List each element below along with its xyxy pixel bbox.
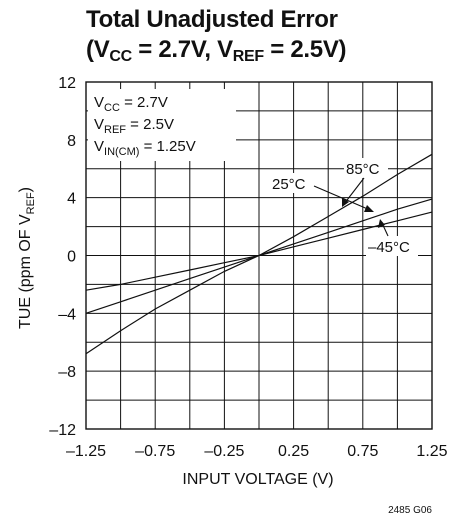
title-sub-ref: REF	[232, 48, 264, 65]
x-tick-label: 1.25	[416, 443, 447, 460]
condition-vin-cm: VIN(CM) = 1.25V	[94, 138, 196, 158]
label-85c-bg	[344, 158, 388, 178]
x-tick-label: –1.25	[66, 443, 106, 460]
title-close: = 2.5V)	[263, 36, 347, 63]
plot-frame	[85, 81, 433, 430]
x-axis-label: INPUT VOLTAGE (V)	[182, 471, 333, 488]
leader-85c	[342, 177, 365, 207]
conditions-box	[88, 89, 236, 161]
chart-title-line-1: Total Unadjusted Error	[86, 6, 338, 33]
leader-m45c	[378, 219, 389, 237]
label-25c-bg	[270, 173, 314, 193]
tick-labels: –1.25 –0.75 –0.25 0.25 0.75 1.25 –12 –8 –4 0 4 8 12	[49, 75, 447, 460]
label-m45c-bg	[366, 236, 418, 256]
series-label-25c: 25°C	[272, 176, 306, 193]
x-tick-label: –0.75	[135, 443, 175, 460]
series-label-85c: 85°C	[346, 161, 380, 178]
y-axis-label: TUE (ppm OF VREF)	[17, 187, 37, 329]
series-lines	[85, 153, 433, 355]
x-tick-label: 0.75	[347, 443, 378, 460]
title-mid: = 2.7V, V	[131, 36, 233, 63]
y-tick-label: –4	[58, 306, 76, 323]
y-tick-label: 4	[67, 191, 76, 208]
leader-25c	[313, 185, 374, 212]
y-tick-label: –12	[49, 422, 76, 439]
condition-vcc: VCC = 2.7V	[94, 94, 168, 114]
title-open: (V	[86, 36, 110, 63]
y-tick-label: –8	[58, 364, 76, 381]
series-label-minus45c: –45°C	[368, 239, 410, 256]
figure-code: 2485 G06	[388, 505, 432, 516]
chart-title-line-2: (VCC = 2.7V, VREF = 2.5V)	[86, 36, 347, 66]
x-tick-label: 0.25	[278, 443, 309, 460]
y-tick-label: 8	[67, 133, 76, 150]
y-tick-label: 0	[67, 249, 76, 266]
series-line-45C	[85, 211, 433, 291]
y-tick-label: 12	[58, 75, 76, 92]
title-sub-cc: CC	[109, 48, 132, 65]
x-tick-label: –0.25	[204, 443, 244, 460]
condition-vref: VREF = 2.5V	[94, 116, 174, 136]
